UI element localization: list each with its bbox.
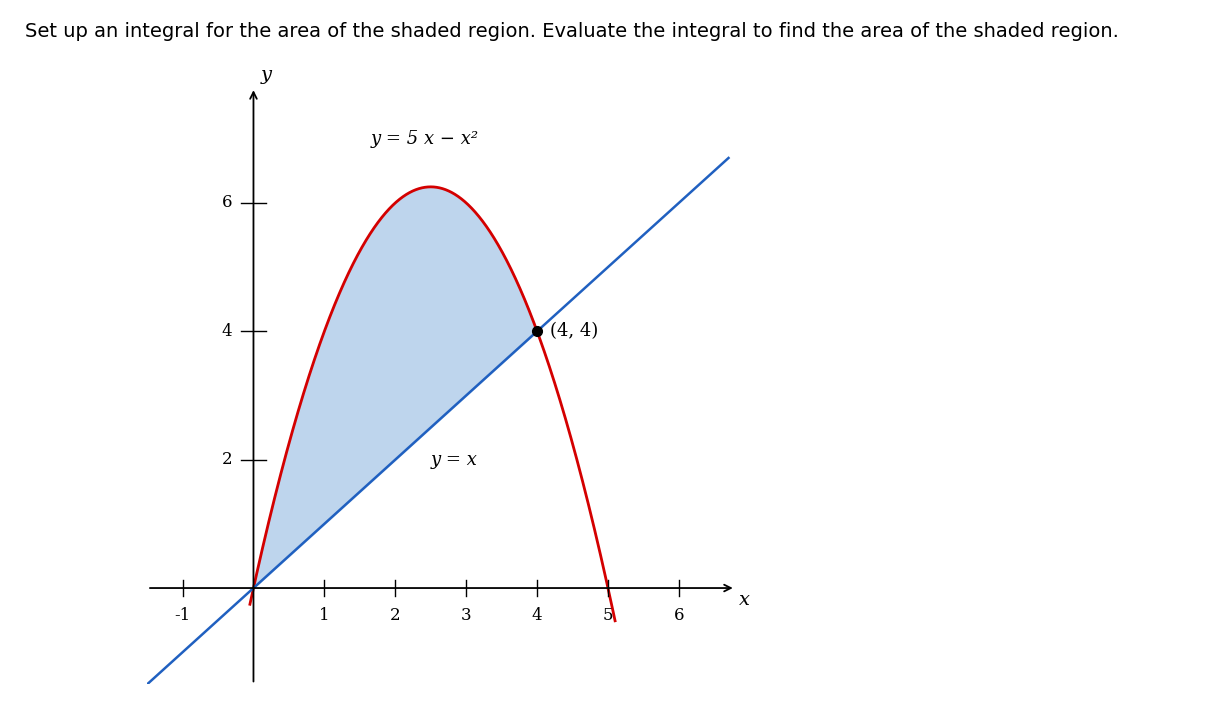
Text: 2: 2 [390,607,401,625]
Text: x: x [739,591,750,609]
Text: 5: 5 [603,607,613,625]
Text: (4, 4): (4, 4) [549,323,598,340]
Text: y = 5 x − x²: y = 5 x − x² [370,130,478,149]
Text: 6: 6 [673,607,684,625]
Text: 4: 4 [222,323,232,340]
Text: 4: 4 [532,607,542,625]
Text: 3: 3 [461,607,472,625]
Text: y = x: y = x [430,451,478,470]
Text: Set up an integral for the area of the shaded region. Evaluate the integral to f: Set up an integral for the area of the s… [25,22,1118,41]
Text: -1: -1 [174,607,191,625]
Text: 1: 1 [319,607,330,625]
Text: 2: 2 [222,451,232,468]
Text: y: y [261,66,272,84]
Text: 6: 6 [222,194,232,211]
